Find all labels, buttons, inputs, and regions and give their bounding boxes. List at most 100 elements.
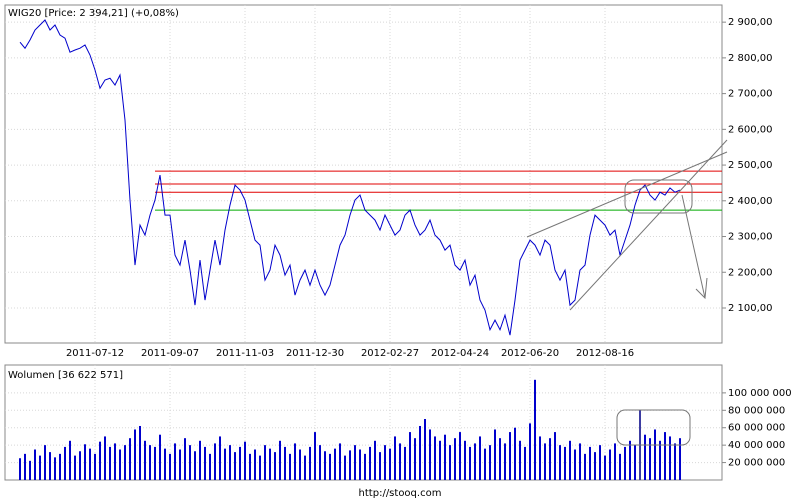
y-tick-label: 60 000 000 (728, 423, 785, 434)
volume-bar (354, 445, 356, 480)
volume-bar (219, 436, 221, 480)
volume-bar (459, 432, 461, 480)
volume-bar (164, 448, 166, 480)
volume-bar (399, 443, 401, 480)
volume-bar (444, 434, 446, 480)
volume-bar (514, 427, 516, 480)
volume-bar (484, 448, 486, 480)
volume-bar (114, 443, 116, 480)
trend-line (526, 151, 728, 238)
volume-bar (414, 438, 416, 480)
volume-bar (369, 446, 371, 480)
y-tick-label: 2 900,00 (728, 17, 773, 28)
volume-bar (84, 444, 86, 480)
volume-bar (609, 449, 611, 480)
volume-bar (429, 429, 431, 480)
volume-bar (39, 455, 41, 480)
volume-bar (19, 458, 21, 480)
volume-bar (624, 446, 626, 480)
volume-bar (224, 448, 226, 480)
volume-bar (34, 449, 36, 480)
volume-bar (204, 446, 206, 480)
volume-bar (29, 460, 31, 480)
volume-bar (499, 438, 501, 480)
volume-bar (214, 443, 216, 480)
volume-bar (109, 446, 111, 480)
volume-bar (569, 440, 571, 480)
price-line (19, 19, 681, 336)
volume-bar (119, 449, 121, 480)
volume-bar (674, 443, 676, 480)
volume-bar (124, 445, 126, 480)
volume-bar (654, 429, 656, 480)
volume-bar (439, 440, 441, 480)
volume-bar (79, 451, 81, 480)
volume-bar (169, 453, 171, 480)
volume-bar (89, 448, 91, 480)
volume-bar (309, 446, 311, 480)
volume-bar (59, 453, 61, 480)
y-tick-label: 2 800,00 (728, 53, 773, 64)
volume-bar (344, 455, 346, 480)
volume-bar (599, 445, 601, 480)
volume-bar (184, 438, 186, 480)
volume-bar (174, 443, 176, 480)
highlight-box (616, 409, 691, 446)
volume-bar (494, 429, 496, 480)
y-tick-label: 2 700,00 (728, 89, 773, 100)
arrow (681, 194, 706, 299)
volume-bar (239, 446, 241, 480)
volume-bar (614, 443, 616, 480)
volume-bar (434, 436, 436, 480)
volume-bar (544, 443, 546, 480)
volume-bar (274, 452, 276, 480)
footer: http://stooq.com (359, 488, 442, 499)
y-tick-label: 2 300,00 (728, 232, 773, 243)
volume-bar (424, 419, 426, 480)
y-tick-label: 2 600,00 (728, 124, 773, 135)
volume-bar (209, 453, 211, 480)
volume-bar (349, 450, 351, 480)
volume-bar (104, 436, 106, 480)
volume-bar (339, 443, 341, 480)
volume-bar (324, 451, 326, 480)
volume-bar (594, 452, 596, 480)
volume-bar (379, 452, 381, 480)
x-tick-label: 2011-09-07 (141, 348, 199, 359)
volume-bar (334, 448, 336, 480)
volume-bar (129, 438, 131, 480)
volume-bar (449, 445, 451, 480)
price-title: WIG20 [Price: 2 394,21] (+0,08%) (8, 8, 179, 19)
volume-bar (649, 438, 651, 480)
volume-bar (64, 446, 66, 480)
arrow-head (695, 277, 708, 300)
y-tick-label: 80 000 000 (728, 405, 785, 416)
trend-line (569, 139, 728, 311)
volume-bar (634, 445, 636, 480)
volume-bar (199, 440, 201, 480)
y-tick-label: 20 000 000 (728, 458, 785, 469)
y-tick-label: 2 200,00 (728, 267, 773, 278)
y-tick-label: 100 000 000 (728, 388, 792, 399)
volume-bar (629, 440, 631, 480)
volume-bar (469, 446, 471, 480)
volume-bar (144, 440, 146, 480)
volume-bar (464, 440, 466, 480)
volume-bar (159, 434, 161, 480)
volume-bar (509, 432, 511, 480)
volume-bar (249, 453, 251, 480)
volume-bar (539, 436, 541, 480)
volume-bar (69, 440, 71, 480)
volume-bar (154, 446, 156, 480)
x-tick-label: 2011-11-03 (216, 348, 274, 359)
volume-bar (664, 432, 666, 480)
y-tick-label: 2 500,00 (728, 160, 773, 171)
volume-bar (554, 432, 556, 480)
volume-bar (384, 445, 386, 480)
volume-bar (589, 446, 591, 480)
volume-bar (149, 445, 151, 480)
volume-bar (294, 443, 296, 480)
x-tick-label: 2012-08-16 (576, 348, 634, 359)
volume-bar (179, 449, 181, 480)
y-tick-label: 2 400,00 (728, 196, 773, 207)
